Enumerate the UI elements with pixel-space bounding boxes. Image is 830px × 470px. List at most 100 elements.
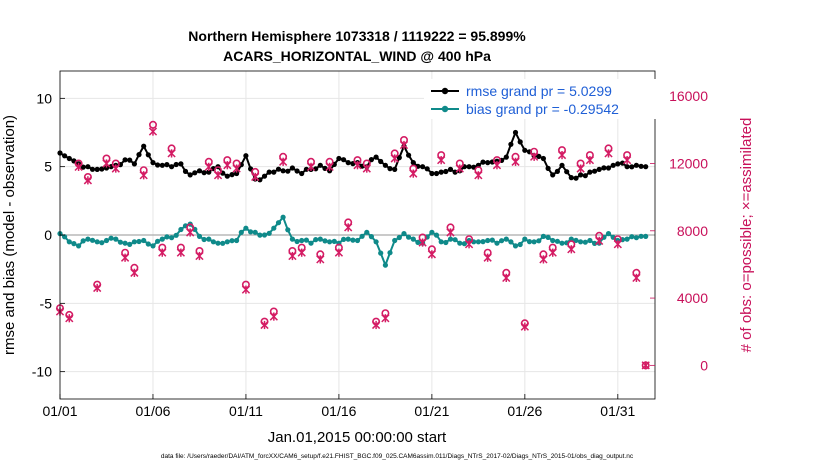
bias-point xyxy=(85,236,91,242)
legend-box xyxy=(424,79,656,119)
assimilated-obs-marker xyxy=(158,248,167,257)
bias-point xyxy=(234,237,240,244)
rmse-point xyxy=(480,159,486,165)
rmse-point xyxy=(420,164,426,170)
rmse-point xyxy=(169,164,175,170)
rmse-point xyxy=(447,166,454,172)
rmse-point xyxy=(378,158,384,165)
assimilated-obs-marker xyxy=(474,171,483,180)
bias-point xyxy=(531,239,537,245)
bias-point xyxy=(285,227,291,233)
rmse-point xyxy=(266,169,272,175)
bias-point xyxy=(629,234,635,240)
bias-point xyxy=(89,237,96,243)
assimilated-obs-marker xyxy=(622,156,632,165)
y-tick-label: 10 xyxy=(36,90,52,106)
bias-point xyxy=(359,233,365,239)
y-right-tick-label: 8000 xyxy=(677,223,708,239)
rmse-point xyxy=(396,155,402,161)
y-axis-label: rmse and bias (model - observation) xyxy=(1,115,18,355)
bias-point xyxy=(573,237,579,243)
bias-point xyxy=(113,236,119,242)
bias-point xyxy=(206,236,212,242)
assimilated-obs-marker xyxy=(325,162,334,172)
rmse-point xyxy=(601,165,607,171)
bias-point xyxy=(62,234,68,240)
assimilated-obs-marker xyxy=(483,253,492,262)
bias-point xyxy=(122,240,128,246)
assimilated-obs-marker xyxy=(557,150,567,160)
bias-point xyxy=(280,214,286,220)
assimilated-obs-marker xyxy=(641,361,650,370)
bias-point xyxy=(638,233,644,239)
assimilated-obs-marker xyxy=(65,314,74,323)
assimilated-obs-marker xyxy=(464,240,474,249)
rmse-point xyxy=(206,169,212,175)
rmse-point xyxy=(503,154,509,160)
rmse-point xyxy=(94,166,100,172)
rmse-point xyxy=(619,160,626,166)
x-tick-label: 01/21 xyxy=(414,403,449,419)
bias-point xyxy=(624,236,630,242)
bias-point xyxy=(303,237,309,243)
rmse-point xyxy=(285,168,291,174)
bias-point xyxy=(415,239,421,245)
bias-point xyxy=(238,229,244,235)
rmse-point xyxy=(582,173,588,179)
bias-point xyxy=(447,236,454,242)
y-right-tick-label: 4000 xyxy=(677,290,708,306)
rmse-point xyxy=(424,166,430,172)
x-tick-label: 01/11 xyxy=(229,403,263,419)
bias-point xyxy=(489,237,495,243)
rmse-point xyxy=(131,161,137,167)
bias-point xyxy=(322,238,328,244)
rmse-point xyxy=(201,170,207,176)
assimilated-obs-marker xyxy=(371,320,381,330)
bias-point xyxy=(494,240,500,246)
rmse-point xyxy=(145,152,151,158)
bias-point xyxy=(536,238,542,244)
rmse-point xyxy=(587,169,593,175)
bias-point xyxy=(382,262,388,268)
assimilated-obs-marker xyxy=(520,322,529,331)
bias-point xyxy=(145,241,151,247)
assimilated-obs-marker xyxy=(306,162,316,172)
rmse-point xyxy=(522,147,528,153)
bias-point xyxy=(517,241,523,248)
rmse-point xyxy=(257,177,263,183)
y-axis-right-label: # of obs: o=possible; ×=assimilated xyxy=(738,118,755,353)
rmse-point xyxy=(196,168,203,174)
assimilated-obs-marker xyxy=(381,314,390,323)
bias-point xyxy=(80,238,86,244)
bias-point xyxy=(261,232,268,238)
assimilated-obs-marker xyxy=(409,169,418,178)
assimilated-obs-marker xyxy=(437,156,446,165)
bias-point xyxy=(582,239,588,245)
y-right-tick-label: 16000 xyxy=(669,88,708,104)
rmse-point xyxy=(605,165,612,171)
data-marks xyxy=(55,120,650,370)
assimilated-obs-marker xyxy=(251,172,260,182)
assimilated-obs-marker xyxy=(74,162,83,172)
bias-point xyxy=(522,236,528,242)
rmse-point xyxy=(178,161,184,167)
assimilated-obs-marker xyxy=(130,268,139,277)
bias-point xyxy=(503,236,509,242)
rmse-point xyxy=(99,166,105,172)
bias-point xyxy=(550,237,556,244)
bias-point xyxy=(150,243,156,249)
rmse-point xyxy=(638,163,644,169)
bias-point xyxy=(252,229,258,235)
assimilated-obs-marker xyxy=(83,176,93,185)
assimilated-obs-marker xyxy=(604,149,613,158)
bias-point xyxy=(136,238,142,245)
assimilated-obs-marker xyxy=(260,320,269,330)
rmse-point xyxy=(103,165,110,171)
rmse-point xyxy=(406,152,412,158)
rmse-point xyxy=(373,154,379,160)
bias-point xyxy=(540,233,547,239)
assimilated-obs-marker xyxy=(502,273,511,283)
assimilated-obs-marker xyxy=(232,164,241,173)
rmse-point xyxy=(141,143,147,149)
bias-point xyxy=(169,235,175,241)
